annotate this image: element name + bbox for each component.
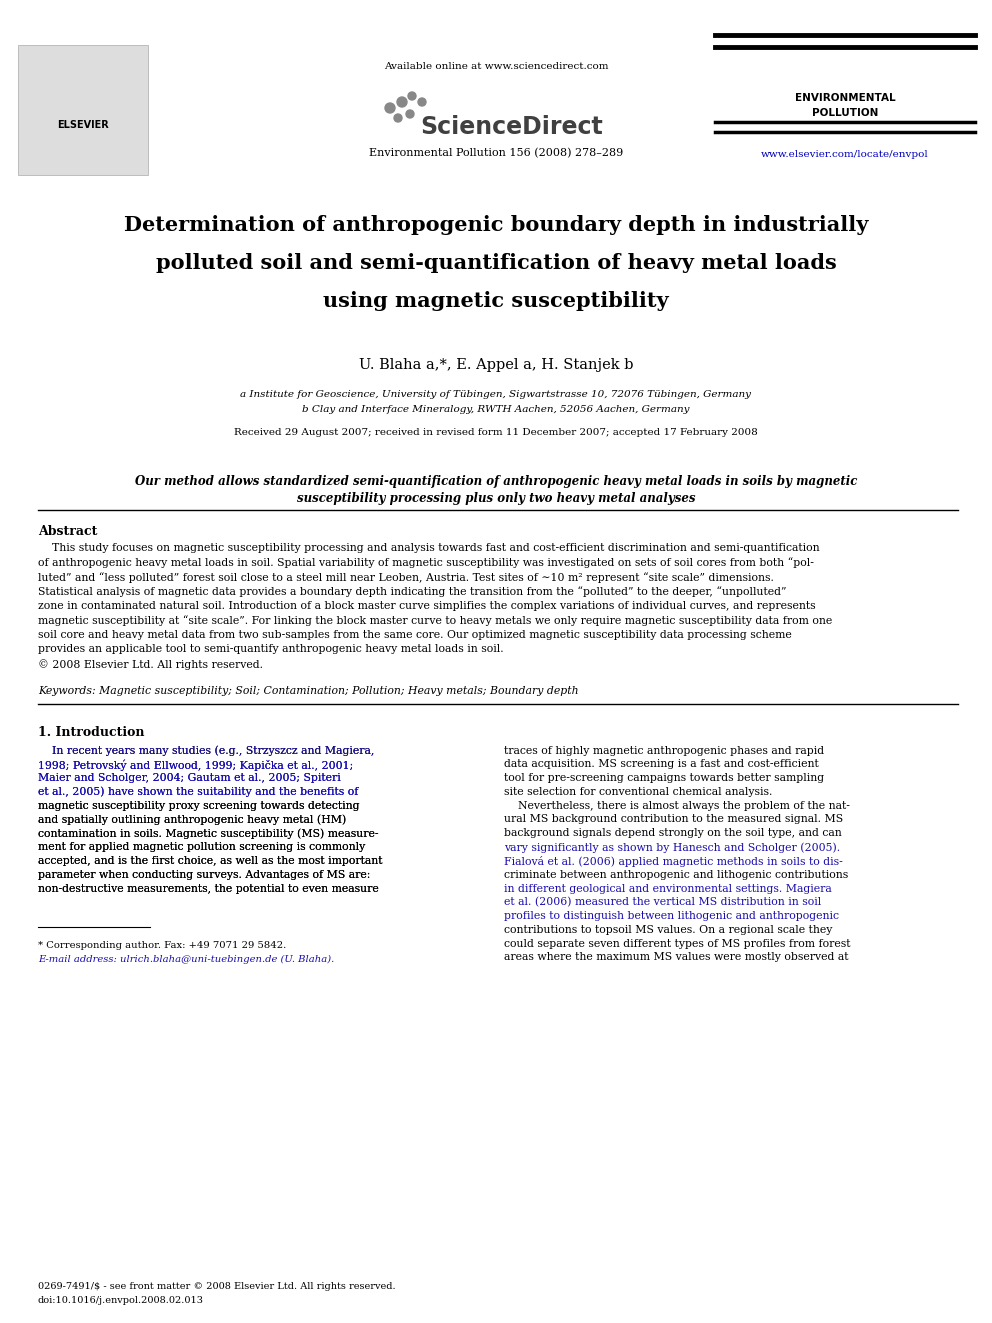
Circle shape xyxy=(418,98,426,106)
Text: Maier and Scholger, 2004; Gautam et al., 2005; Spiteri: Maier and Scholger, 2004; Gautam et al.,… xyxy=(38,773,340,783)
Text: magnetic susceptibility proxy screening towards detecting: magnetic susceptibility proxy screening … xyxy=(38,800,359,811)
Text: et al., 2005) have shown the suitability and the benefits of: et al., 2005) have shown the suitability… xyxy=(38,787,358,798)
Text: non-destructive measurements, the potential to even measure: non-destructive measurements, the potent… xyxy=(38,884,379,893)
Text: U. Blaha a,*, E. Appel a, H. Stanjek b: U. Blaha a,*, E. Appel a, H. Stanjek b xyxy=(359,359,633,372)
Circle shape xyxy=(408,93,416,101)
Text: In recent years many studies (e.g., Strzyszcz and Magiera,: In recent years many studies (e.g., Strz… xyxy=(38,745,374,755)
Text: accepted, and is the first choice, as well as the most important: accepted, and is the first choice, as we… xyxy=(38,856,383,865)
Text: using magnetic susceptibility: using magnetic susceptibility xyxy=(323,291,669,311)
Text: contamination in soils. Magnetic susceptibility (MS) measure-: contamination in soils. Magnetic suscept… xyxy=(38,828,379,839)
Text: in different geological and environmental settings. Magiera: in different geological and environmenta… xyxy=(504,884,831,893)
Text: 1998; Petrovský and Ellwood, 1999; Kapička et al., 2001;: 1998; Petrovský and Ellwood, 1999; Kapič… xyxy=(38,759,353,771)
Text: a Institute for Geoscience, University of Tübingen, Sigwartstrasse 10, 72076 Tüb: a Institute for Geoscience, University o… xyxy=(240,390,752,400)
Text: magnetic susceptibility proxy screening towards detecting: magnetic susceptibility proxy screening … xyxy=(38,800,359,811)
Text: site selection for conventional chemical analysis.: site selection for conventional chemical… xyxy=(504,787,773,796)
Text: parameter when conducting surveys. Advantages of MS are:: parameter when conducting surveys. Advan… xyxy=(38,869,370,880)
Text: ELSEVIER: ELSEVIER xyxy=(58,120,109,130)
Text: and spatially outlining anthropogenic heavy metal (HM): and spatially outlining anthropogenic he… xyxy=(38,815,346,826)
Text: ural MS background contribution to the measured signal. MS: ural MS background contribution to the m… xyxy=(504,815,843,824)
Text: * Corresponding author. Fax: +49 7071 29 5842.: * Corresponding author. Fax: +49 7071 29… xyxy=(38,941,287,950)
Text: E-mail address: ulrich.blaha@uni-tuebingen.de (U. Blaha).: E-mail address: ulrich.blaha@uni-tuebing… xyxy=(38,955,334,964)
Text: doi:10.1016/j.envpol.2008.02.013: doi:10.1016/j.envpol.2008.02.013 xyxy=(38,1297,204,1304)
Text: luted” and “less polluted” forest soil close to a steel mill near Leoben, Austri: luted” and “less polluted” forest soil c… xyxy=(38,572,774,582)
Text: provides an applicable tool to semi-quantify anthropogenic heavy metal loads in : provides an applicable tool to semi-quan… xyxy=(38,644,504,655)
Text: POLLUTION: POLLUTION xyxy=(811,108,878,118)
Text: profiles to distinguish between lithogenic and anthropogenic: profiles to distinguish between lithogen… xyxy=(504,912,839,921)
Text: could separate seven different types of MS profiles from forest: could separate seven different types of … xyxy=(504,939,850,949)
Text: Maier and Scholger, 2004; Gautam et al., 2005; Spiteri: Maier and Scholger, 2004; Gautam et al.,… xyxy=(38,773,340,783)
Text: polluted soil and semi-quantification of heavy metal loads: polluted soil and semi-quantification of… xyxy=(156,253,836,273)
Text: magnetic susceptibility at “site scale”. For linking the block master curve to h: magnetic susceptibility at “site scale”.… xyxy=(38,615,832,626)
Text: background signals depend strongly on the soil type, and can: background signals depend strongly on th… xyxy=(504,828,842,839)
Bar xyxy=(18,45,148,175)
Text: © 2008 Elsevier Ltd. All rights reserved.: © 2008 Elsevier Ltd. All rights reserved… xyxy=(38,659,263,669)
Text: areas where the maximum MS values were mostly observed at: areas where the maximum MS values were m… xyxy=(504,953,848,963)
Text: accepted, and is the first choice, as well as the most important: accepted, and is the first choice, as we… xyxy=(38,856,383,865)
Text: et al., 2005) have shown the suitability and the benefits of: et al., 2005) have shown the suitability… xyxy=(38,787,358,798)
Text: Abstract: Abstract xyxy=(38,525,97,538)
Circle shape xyxy=(397,97,407,107)
Text: Environmental Pollution 156 (2008) 278–289: Environmental Pollution 156 (2008) 278–2… xyxy=(369,148,623,159)
Text: In recent years many studies (e.g., Strzyszcz and Magiera,: In recent years many studies (e.g., Strz… xyxy=(38,745,374,755)
Text: criminate between anthropogenic and lithogenic contributions: criminate between anthropogenic and lith… xyxy=(504,869,848,880)
Text: parameter when conducting surveys. Advantages of MS are:: parameter when conducting surveys. Advan… xyxy=(38,869,370,880)
Text: 0269-7491/$ - see front matter © 2008 Elsevier Ltd. All rights reserved.: 0269-7491/$ - see front matter © 2008 El… xyxy=(38,1282,396,1291)
Text: tool for pre-screening campaigns towards better sampling: tool for pre-screening campaigns towards… xyxy=(504,773,824,783)
Text: Determination of anthropogenic boundary depth in industrially: Determination of anthropogenic boundary … xyxy=(124,216,868,235)
Text: data acquisition. MS screening is a fast and cost-efficient: data acquisition. MS screening is a fast… xyxy=(504,759,818,769)
Text: vary significantly as shown by Hanesch and Scholger (2005).: vary significantly as shown by Hanesch a… xyxy=(504,843,840,852)
Text: contributions to topsoil MS values. On a regional scale they: contributions to topsoil MS values. On a… xyxy=(504,925,832,935)
Text: Statistical analysis of magnetic data provides a boundary depth indicating the t: Statistical analysis of magnetic data pr… xyxy=(38,586,787,597)
Text: 1998; Petrovský and Ellwood, 1999; Kapička et al., 2001;: 1998; Petrovský and Ellwood, 1999; Kapič… xyxy=(38,759,353,771)
Text: ENVIRONMENTAL: ENVIRONMENTAL xyxy=(795,93,896,103)
Text: zone in contaminated natural soil. Introduction of a block master curve simplifi: zone in contaminated natural soil. Intro… xyxy=(38,601,815,611)
Text: contamination in soils. Magnetic susceptibility (MS) measure-: contamination in soils. Magnetic suscept… xyxy=(38,828,379,839)
Text: soil core and heavy metal data from two sub-samples from the same core. Our opti: soil core and heavy metal data from two … xyxy=(38,630,792,640)
Circle shape xyxy=(406,110,414,118)
Text: et al. (2006) measured the vertical MS distribution in soil: et al. (2006) measured the vertical MS d… xyxy=(504,897,821,908)
Text: www.elsevier.com/locate/envpol: www.elsevier.com/locate/envpol xyxy=(761,149,929,159)
Text: susceptibility processing plus only two heavy metal analyses: susceptibility processing plus only two … xyxy=(297,492,695,505)
Text: Nevertheless, there is almost always the problem of the nat-: Nevertheless, there is almost always the… xyxy=(504,800,850,811)
Text: ment for applied magnetic pollution screening is commonly: ment for applied magnetic pollution scre… xyxy=(38,843,365,852)
Text: ment for applied magnetic pollution screening is commonly: ment for applied magnetic pollution scre… xyxy=(38,843,365,852)
Text: Fialová et al. (2006) applied magnetic methods in soils to dis-: Fialová et al. (2006) applied magnetic m… xyxy=(504,856,843,867)
Text: and spatially outlining anthropogenic heavy metal (HM): and spatially outlining anthropogenic he… xyxy=(38,815,346,826)
Text: of anthropogenic heavy metal loads in soil. Spatial variability of magnetic susc: of anthropogenic heavy metal loads in so… xyxy=(38,557,813,569)
Text: Available online at www.sciencedirect.com: Available online at www.sciencedirect.co… xyxy=(384,62,608,71)
Text: traces of highly magnetic anthropogenic phases and rapid: traces of highly magnetic anthropogenic … xyxy=(504,745,824,755)
Text: This study focuses on magnetic susceptibility processing and analysis towards fa: This study focuses on magnetic susceptib… xyxy=(38,542,819,553)
Text: ScienceDirect: ScienceDirect xyxy=(420,115,603,139)
Text: non-destructive measurements, the potential to even measure: non-destructive measurements, the potent… xyxy=(38,884,379,893)
Circle shape xyxy=(385,103,395,112)
Text: Our method allows standardized semi-quantification of anthropogenic heavy metal : Our method allows standardized semi-quan… xyxy=(135,475,857,488)
Text: 1. Introduction: 1. Introduction xyxy=(38,725,145,738)
Text: Received 29 August 2007; received in revised form 11 December 2007; accepted 17 : Received 29 August 2007; received in rev… xyxy=(234,429,758,437)
Text: b Clay and Interface Mineralogy, RWTH Aachen, 52056 Aachen, Germany: b Clay and Interface Mineralogy, RWTH Aa… xyxy=(303,405,689,414)
Circle shape xyxy=(394,114,402,122)
Text: Keywords: Magnetic susceptibility; Soil; Contamination; Pollution; Heavy metals;: Keywords: Magnetic susceptibility; Soil;… xyxy=(38,685,578,696)
